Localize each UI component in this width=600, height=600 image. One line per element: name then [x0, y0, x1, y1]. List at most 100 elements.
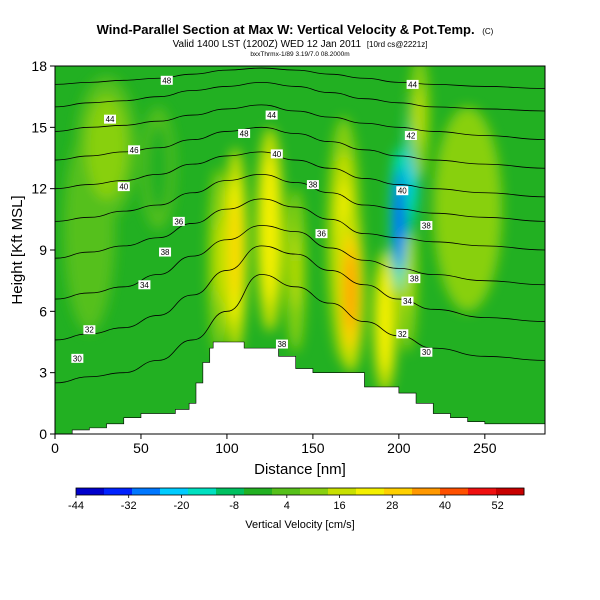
svg-text:38: 38 [161, 248, 170, 257]
svg-text:38: 38 [277, 340, 286, 349]
velocity-core [95, 113, 118, 183]
y-tick: 12 [31, 181, 55, 197]
isentrope-label: 38 [275, 339, 288, 349]
svg-text:-44: -44 [68, 500, 84, 512]
colorbar-swatch [132, 488, 161, 495]
velocity-core [415, 87, 424, 147]
svg-text:9: 9 [39, 242, 47, 258]
svg-text:34: 34 [403, 297, 412, 306]
y-tick: 3 [39, 365, 55, 381]
x-tick: 0 [51, 434, 59, 456]
svg-text:40: 40 [439, 500, 451, 512]
isentrope-labels: 48 44 46 40 48 44 40 38 36 38 34 32 30 36 38 44 42 40 38 38… [71, 75, 433, 363]
svg-text:48: 48 [240, 129, 249, 138]
colorbar-tick: -44 [68, 495, 84, 512]
svg-text:48: 48 [162, 76, 171, 85]
isentrope-label: 44 [104, 114, 117, 124]
velocity-core [231, 200, 240, 300]
isentrope-label: 44 [406, 79, 419, 89]
velocity-core [292, 231, 300, 310]
svg-text:38: 38 [422, 221, 431, 230]
svg-text:50: 50 [133, 440, 149, 456]
svg-text:0: 0 [39, 426, 47, 442]
svg-text:3: 3 [39, 365, 47, 381]
svg-text:200: 200 [387, 440, 411, 456]
isentrope-label: 32 [396, 329, 409, 339]
x-axis-label: Distance [nm] [254, 461, 346, 478]
isentrope-label: 36 [315, 229, 328, 239]
colorbar-tick: 16 [333, 495, 346, 512]
colorbar-swatch [272, 488, 301, 495]
y-tick: 15 [31, 119, 55, 135]
colorbar-tick: 52 [492, 495, 504, 512]
colorbar-tick: 4 [284, 495, 290, 512]
isentrope-48 [55, 67, 545, 89]
vertical-velocity-field [63, 66, 503, 394]
isentrope-label: 30 [420, 347, 433, 357]
svg-text:12: 12 [31, 181, 47, 197]
isentrope-label: 34 [138, 280, 151, 290]
svg-text:-32: -32 [121, 500, 137, 512]
y-tick: 6 [39, 303, 55, 319]
colorbar: -44 -32 -20 -8 4 16 28 40 52 [68, 487, 525, 512]
svg-text:4: 4 [284, 500, 290, 512]
x-tick: 50 [133, 434, 149, 456]
isentrope-36 [55, 198, 545, 259]
svg-text:32: 32 [85, 326, 94, 335]
svg-text:32: 32 [398, 330, 407, 339]
isentrope-label: 34 [401, 296, 414, 306]
y-tick: 9 [39, 242, 55, 258]
velocity-core [265, 180, 275, 279]
svg-text:40: 40 [398, 187, 407, 196]
svg-text:36: 36 [174, 217, 183, 226]
x-tick: 250 [473, 434, 497, 456]
x-tick: 100 [215, 434, 239, 456]
svg-text:44: 44 [408, 80, 417, 89]
svg-text:40: 40 [119, 183, 128, 192]
svg-text:40: 40 [272, 150, 281, 159]
colorbar-swatch [300, 488, 329, 495]
colorbar-label: Vertical Velocity [cm/s] [245, 519, 354, 531]
chart-subtitle: Valid 1400 LST (1200Z) WED 12 Jan 2011 [… [173, 39, 428, 50]
colorbar-swatch [384, 488, 413, 495]
plot-area: 48 44 46 40 48 44 40 38 36 38 34 32 30 36 38 44 42 40 38 38… [55, 66, 545, 434]
isentrope-label: 32 [83, 325, 96, 335]
colorbar-tick: 28 [386, 495, 398, 512]
svg-text:100: 100 [215, 440, 239, 456]
svg-text:38: 38 [410, 275, 419, 284]
svg-text:30: 30 [73, 354, 82, 363]
isentrope-34 [55, 225, 545, 300]
isentrope-label: 46 [128, 145, 141, 155]
x-tick: 200 [387, 434, 411, 456]
svg-text:18: 18 [31, 58, 47, 74]
velocity-core [455, 160, 480, 259]
svg-text:44: 44 [106, 115, 115, 124]
colorbar-swatch [328, 488, 357, 495]
svg-text:15: 15 [31, 119, 47, 135]
isentrope-30 [55, 274, 545, 384]
svg-text:28: 28 [386, 500, 398, 512]
svg-text:36: 36 [317, 230, 326, 239]
x-tick: 150 [301, 434, 325, 456]
svg-text:44: 44 [267, 111, 276, 120]
colorbar-swatch [160, 488, 189, 495]
svg-text:46: 46 [130, 146, 139, 155]
chart-title: Wind-Parallel Section at Max W: Vertical… [97, 22, 494, 37]
colorbar-swatch [244, 488, 273, 495]
terrain-mask [55, 341, 545, 434]
isentrope-label: 40 [270, 149, 283, 159]
svg-text:0: 0 [51, 440, 59, 456]
velocity-core [380, 287, 390, 356]
svg-text:6: 6 [39, 303, 47, 319]
isentrope-label: 48 [160, 75, 173, 85]
isentrope-label: 38 [159, 247, 172, 257]
colorbar-swatch [412, 488, 441, 495]
colorbar-tick: 40 [439, 495, 451, 512]
isentrope-38 [55, 173, 545, 222]
colorbar-swatch [440, 488, 469, 495]
y-tick: 18 [31, 58, 55, 74]
isentrope-label: 42 [404, 131, 417, 141]
svg-text:30: 30 [422, 348, 431, 357]
isentrope-label: 38 [306, 180, 319, 190]
svg-text:16: 16 [333, 500, 345, 512]
